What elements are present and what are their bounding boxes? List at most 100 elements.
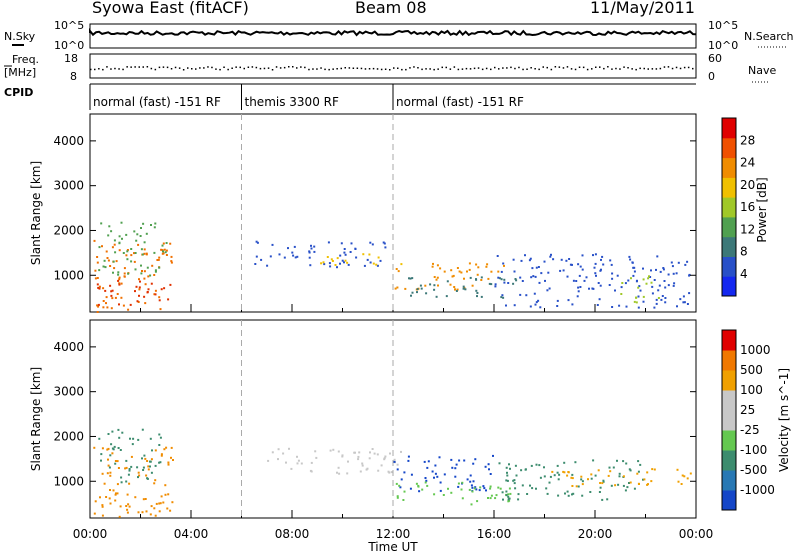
echo-point <box>106 257 109 259</box>
echo-point <box>94 269 97 272</box>
echo-point <box>514 278 517 280</box>
echo-point <box>149 513 152 516</box>
echo-point <box>483 487 486 490</box>
freq-point <box>425 68 427 70</box>
echo-point <box>575 485 578 488</box>
echo-point <box>589 491 592 493</box>
freq-point <box>659 67 662 70</box>
echo-point <box>621 282 624 284</box>
echo-point <box>637 306 640 309</box>
freq-point <box>429 68 431 70</box>
echo-point <box>165 446 168 449</box>
echo-point <box>571 263 573 266</box>
freq-point <box>453 66 456 68</box>
echo-point <box>460 271 463 274</box>
echo-point <box>160 454 163 457</box>
echo-point <box>118 303 120 306</box>
echo-point <box>366 467 369 470</box>
freq-point <box>445 66 447 69</box>
freq-point <box>158 66 161 69</box>
echo-point <box>500 278 503 281</box>
freq-point <box>90 68 92 71</box>
echo-point <box>294 256 297 259</box>
echo-point <box>156 259 159 261</box>
echo-point <box>110 443 113 446</box>
echo-point <box>144 457 147 460</box>
echo-point <box>566 474 569 477</box>
echo-point <box>672 284 675 287</box>
y-tick-label: 2000 <box>53 429 84 443</box>
echo-point <box>369 261 372 264</box>
echo-point <box>473 487 476 490</box>
echo-point <box>105 496 108 498</box>
echo-point <box>143 277 146 280</box>
echo-point <box>114 462 117 465</box>
freq-point <box>643 67 645 70</box>
freq-point <box>692 67 694 70</box>
freq-point <box>259 67 262 70</box>
echo-point <box>679 298 682 301</box>
echo-point <box>686 477 689 480</box>
freq-point <box>275 66 278 68</box>
freq-point <box>562 67 565 69</box>
echo-point <box>118 515 121 518</box>
echo-point <box>159 308 162 311</box>
echo-point <box>128 505 131 508</box>
colorbar-frame <box>721 329 737 511</box>
echo-point <box>529 484 531 487</box>
freq-point <box>235 66 237 68</box>
echo-point <box>144 302 147 305</box>
echo-point <box>464 288 467 291</box>
echo-point <box>154 293 157 296</box>
echo-point <box>344 253 347 256</box>
echo-point <box>631 261 634 264</box>
freq-point <box>255 66 258 69</box>
colorbar-swatch <box>722 197 736 218</box>
echo-point <box>497 270 500 273</box>
echo-point <box>571 477 574 480</box>
echo-point <box>109 502 112 505</box>
y-tick-label: 3000 <box>53 385 84 399</box>
echo-point <box>271 451 274 454</box>
freq-point <box>130 66 132 68</box>
echo-point <box>124 467 127 470</box>
echo-point <box>118 436 121 439</box>
echo-point <box>485 489 487 492</box>
echo-point <box>506 474 509 477</box>
echo-point <box>466 478 469 481</box>
freq-point <box>574 68 577 71</box>
echo-point <box>482 485 485 488</box>
echo-point <box>368 457 371 460</box>
echo-point <box>647 277 650 280</box>
colorbar-tick-label: 25 <box>740 403 755 417</box>
echo-point <box>111 452 114 455</box>
echo-point <box>119 505 122 508</box>
echo-point <box>612 466 615 469</box>
echo-point <box>149 274 152 277</box>
freq-point <box>98 68 100 70</box>
echo-point <box>116 293 119 295</box>
freq-panel <box>89 53 697 79</box>
freq-point <box>288 66 290 68</box>
freq-point <box>340 67 342 70</box>
echo-point <box>96 283 99 286</box>
echo-point <box>628 468 631 471</box>
echo-point <box>442 494 445 496</box>
station-title: Syowa East (fitACF) <box>92 0 249 17</box>
echo-point <box>571 493 573 496</box>
echo-point <box>500 270 503 273</box>
echo-point <box>154 449 157 452</box>
echo-point <box>341 259 344 262</box>
echo-point <box>632 274 635 277</box>
freq-point <box>368 68 371 70</box>
echo-point <box>494 283 497 286</box>
freq-point <box>247 66 250 68</box>
freq-point <box>308 68 310 71</box>
echo-point <box>126 249 129 251</box>
echo-point <box>515 279 518 282</box>
echo-point <box>458 270 461 273</box>
echo-point <box>400 263 403 266</box>
velocity-echoes <box>93 428 692 518</box>
echo-point <box>145 510 148 513</box>
echo-point <box>560 258 563 261</box>
